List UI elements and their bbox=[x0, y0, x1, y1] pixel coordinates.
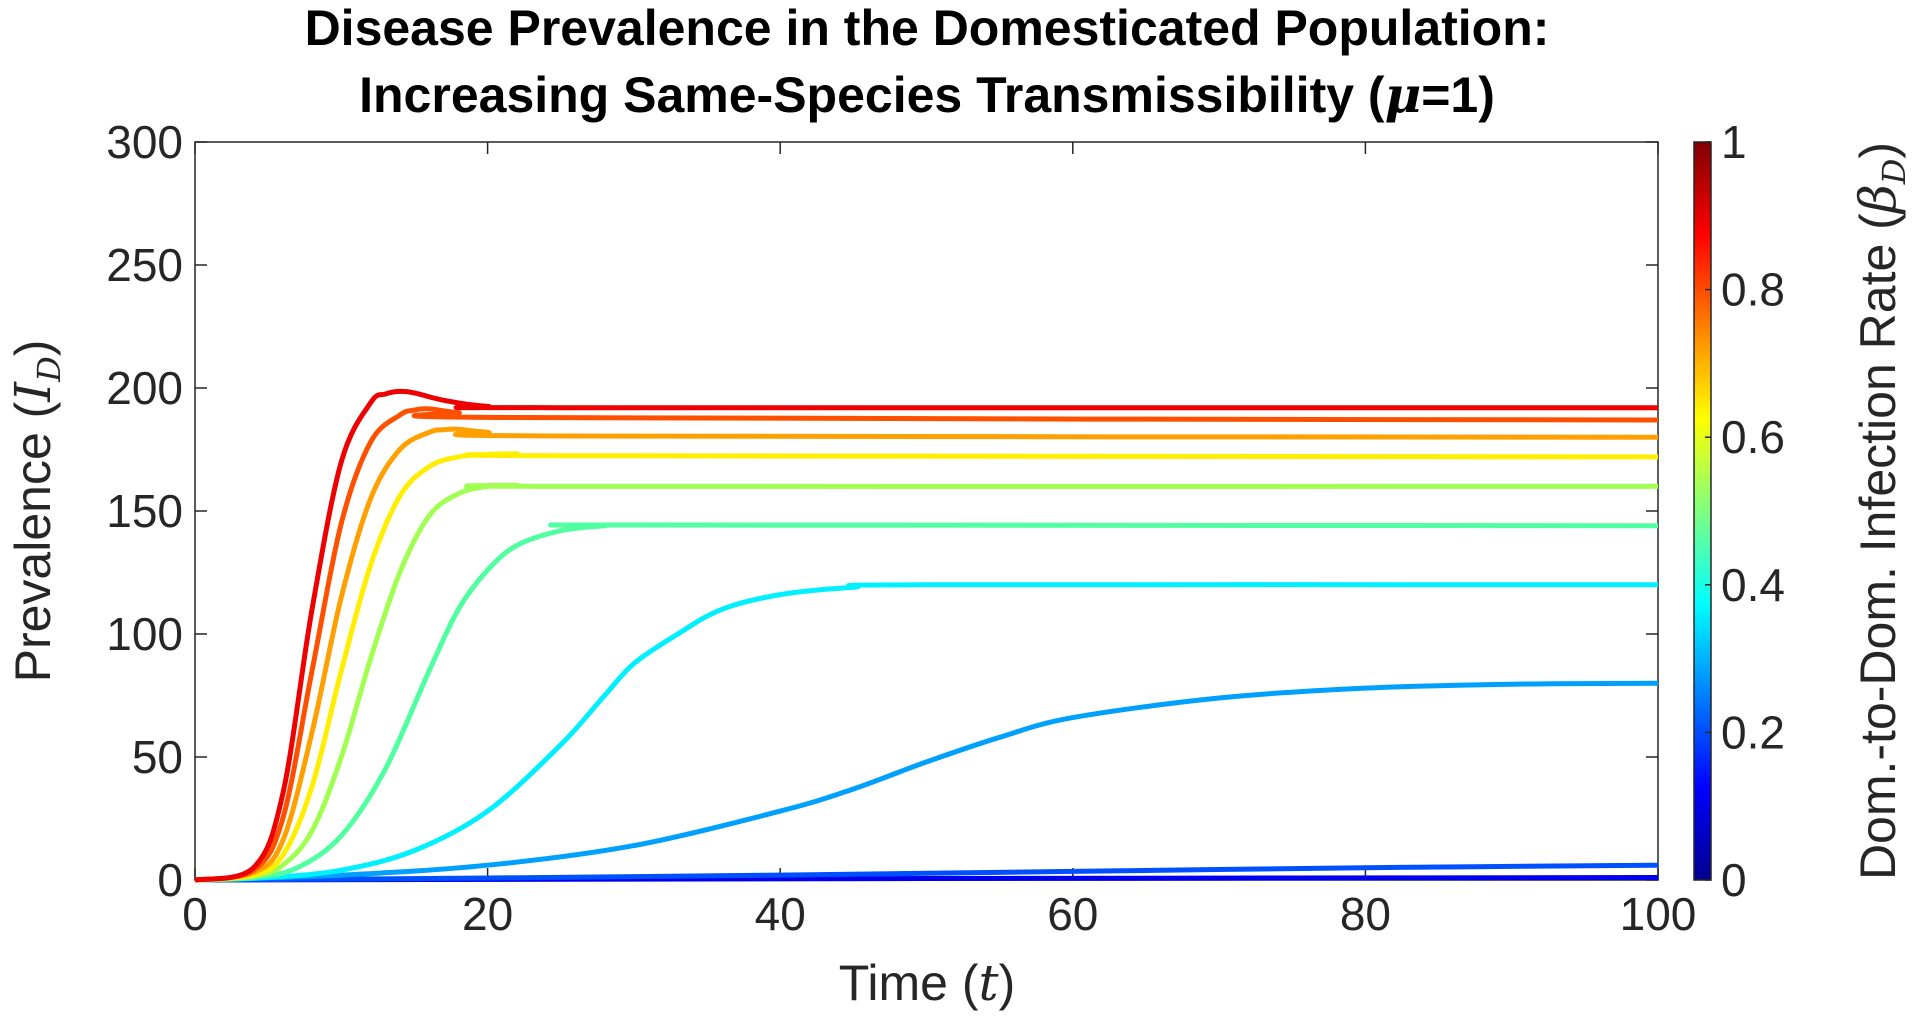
y-tick-label: 0 bbox=[157, 854, 183, 906]
plot-area bbox=[194, 141, 1659, 881]
y-tick-label: 250 bbox=[106, 239, 183, 291]
series-line-beta-0.2 bbox=[194, 862, 1659, 883]
x-axis-label: Time (t) bbox=[839, 954, 1016, 1012]
colorbar-tick-label: 0.2 bbox=[1721, 706, 1785, 758]
x-tick-label: 40 bbox=[755, 888, 806, 940]
x-tick-label: 80 bbox=[1340, 888, 1391, 940]
colorbar-tick-label: 0 bbox=[1721, 854, 1747, 906]
series-line-beta-0.5 bbox=[194, 522, 1659, 883]
series-line-beta-0.9 bbox=[194, 406, 1659, 883]
colorbar bbox=[1693, 141, 1712, 881]
series-line-beta-0.6 bbox=[194, 482, 1659, 883]
y-tick-label: 300 bbox=[106, 116, 183, 168]
series-line-beta-0.4 bbox=[194, 582, 1659, 883]
series-line-beta-0.7 bbox=[194, 451, 1659, 883]
colorbar-tick-label: 1 bbox=[1721, 116, 1747, 168]
series-lines bbox=[194, 388, 1659, 883]
y-tick-label: 150 bbox=[106, 485, 183, 537]
x-tick-label: 0 bbox=[182, 888, 208, 940]
chart-title-line2: Increasing Same-Species Transmissibility… bbox=[359, 65, 1495, 124]
colorbar-tick-label: 0.8 bbox=[1721, 264, 1785, 316]
colorbar-tick-label: 0.4 bbox=[1721, 559, 1785, 611]
series-line-beta-0.8 bbox=[194, 426, 1659, 883]
y-tick-label: 200 bbox=[106, 362, 183, 414]
y-tick-label: 50 bbox=[132, 731, 183, 783]
series-line-beta-1 bbox=[194, 388, 1659, 883]
x-tick-label: 20 bbox=[462, 888, 513, 940]
y-axis-label: Prevalence (ID) bbox=[4, 340, 68, 683]
colorbar-label: Dom.-to-Dom. Infection Rate (βD) bbox=[1849, 142, 1913, 880]
x-tick-label: 100 bbox=[1620, 888, 1697, 940]
x-tick-labels: 0 20 40 60 80 100 bbox=[182, 888, 1696, 940]
colorbar-ticks: 0 0.2 0.4 0.6 0.8 1 bbox=[1705, 116, 1785, 906]
x-tick-label: 60 bbox=[1047, 888, 1098, 940]
y-tick-labels: 0 50 100 150 200 250 300 bbox=[106, 116, 183, 906]
colorbar-tick-label: 0.6 bbox=[1721, 411, 1785, 463]
chart-title-line1: Disease Prevalence in the Domesticated P… bbox=[305, 0, 1550, 56]
series-line-beta-0.3 bbox=[194, 680, 1659, 883]
y-tick-label: 100 bbox=[106, 608, 183, 660]
